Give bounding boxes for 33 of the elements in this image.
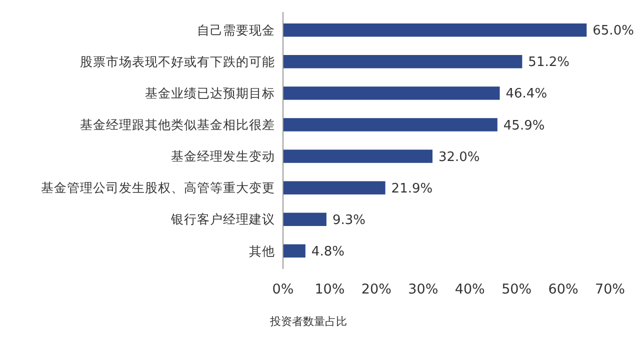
x-tick-label: 60% (548, 282, 578, 298)
y-tick-label: 基金业绩已达预期目标 (145, 86, 275, 101)
x-tick-label: 40% (454, 282, 486, 298)
x-tick-label: 30% (408, 282, 438, 298)
bar (283, 150, 432, 163)
x-tick-label: 0% (272, 282, 294, 298)
data-label: 51.2% (528, 55, 570, 70)
y-tick-label: 自己需要现金 (197, 22, 275, 38)
y-tick-label: 银行客户经理建议 (170, 212, 275, 227)
data-label: 65.0% (592, 24, 634, 39)
y-tick-label: 基金经理跟其他类似基金相比很差 (80, 117, 275, 132)
y-tick-label: 基金管理公司发生股权、高管等重大变更 (41, 180, 275, 196)
x-tick-label: 50% (502, 282, 532, 298)
data-label: 4.8% (311, 244, 344, 260)
data-label: 32.0% (438, 150, 480, 165)
bar (283, 23, 587, 37)
bar (283, 118, 498, 132)
y-tick-label: 股票市场表现不好或有下跌的可能 (80, 54, 275, 70)
y-tick-label: 基金经理发生变动 (171, 148, 275, 164)
x-tick-label: 70% (594, 282, 626, 298)
y-tick-label: 其他 (249, 243, 275, 258)
data-label: 45.9% (503, 118, 545, 134)
bar (283, 181, 386, 194)
bar (283, 244, 306, 258)
x-axis-title: 投资者数量占比 (269, 315, 347, 328)
data-label: 46.4% (506, 86, 548, 102)
data-label: 21.9% (391, 181, 433, 196)
x-tick-label: 10% (314, 282, 345, 298)
bar (283, 86, 500, 100)
bar (283, 55, 522, 68)
x-tick-label: 20% (361, 282, 392, 298)
data-label: 9.3% (332, 212, 366, 228)
bar (283, 212, 326, 226)
